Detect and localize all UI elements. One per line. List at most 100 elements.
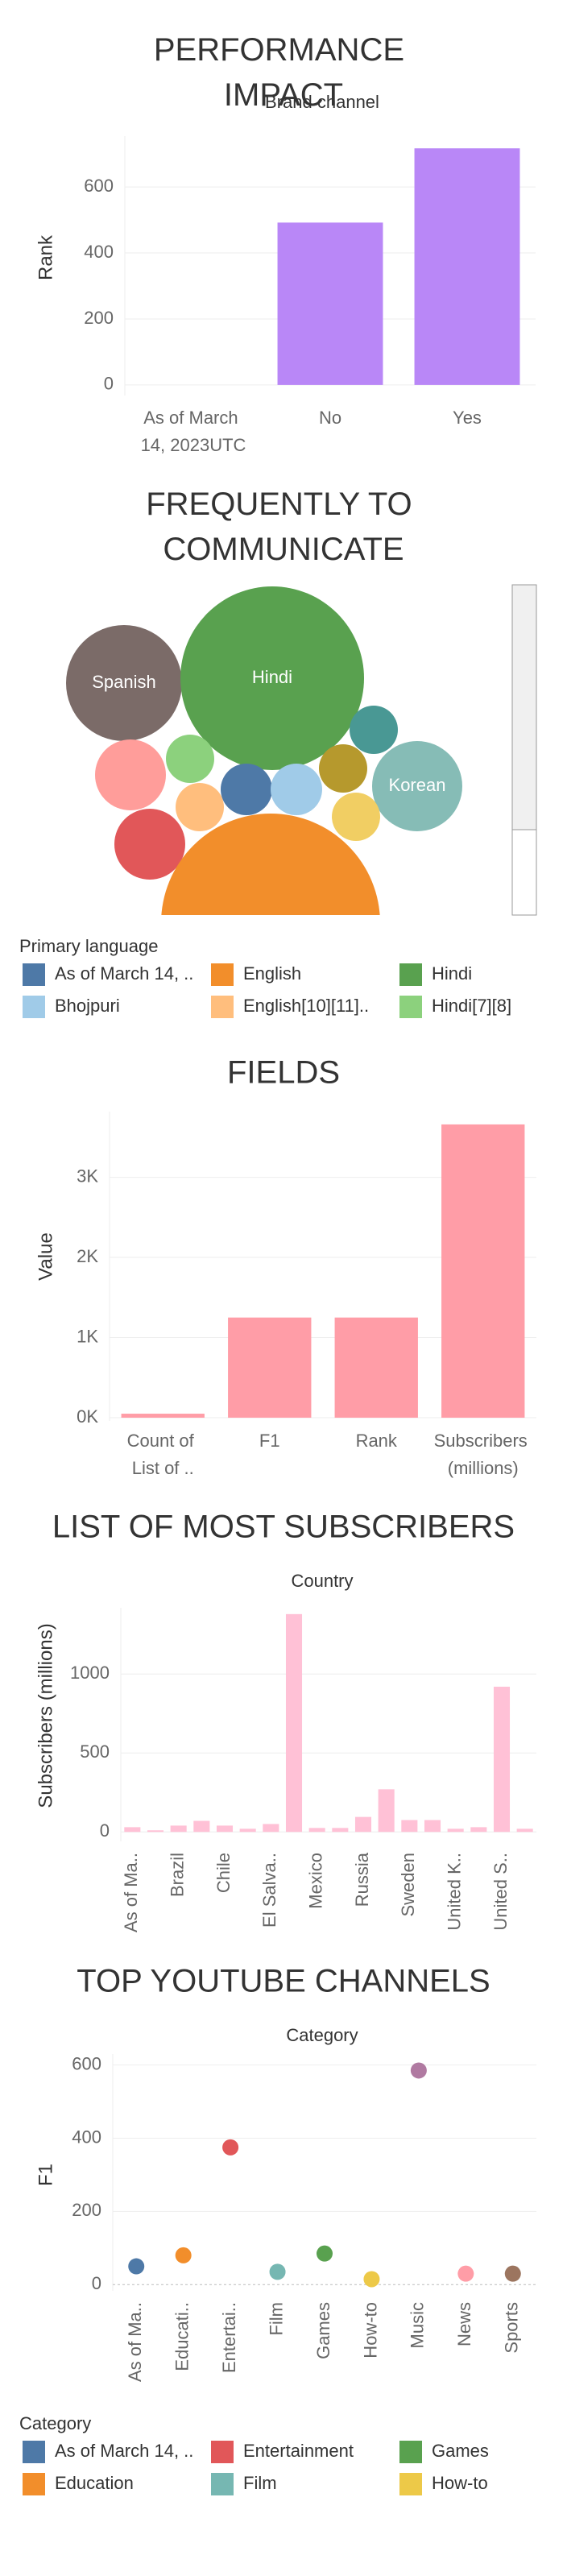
bar <box>170 1825 187 1833</box>
x-tick-label: Music <box>408 2302 428 2348</box>
x-tick-label: United K.. <box>444 1853 464 1931</box>
legend-label: As of March 14, .. <box>55 2441 193 2461</box>
bar <box>493 1686 511 1833</box>
bubble <box>114 809 185 880</box>
chart-subtitle: Brand channel <box>265 92 379 112</box>
bar <box>147 1830 164 1833</box>
bar <box>354 1816 372 1833</box>
legend-label: Hindi[7][8] <box>432 996 511 1016</box>
y-axis-label: Rank <box>35 234 56 280</box>
y-tick-label: 400 <box>84 242 114 262</box>
y-tick-label: 200 <box>84 308 114 328</box>
legend-swatch <box>23 996 45 1018</box>
y-tick-label: 600 <box>84 176 114 196</box>
bubble <box>271 764 322 815</box>
x-tick-label: News <box>454 2302 474 2346</box>
x-tick-label: Games <box>313 2302 333 2359</box>
legend-swatch <box>211 996 234 1018</box>
legend-label: How-to <box>432 2473 488 2493</box>
x-tick-label: Brazil <box>167 1853 187 1897</box>
legend-swatch <box>399 2473 422 2495</box>
chart-title: PERFORMANCE IMPACT <box>154 32 413 113</box>
legend-swatch <box>23 2473 45 2495</box>
bar <box>516 1828 533 1833</box>
x-tick-label: Mexico <box>305 1853 325 1909</box>
chart-title: FREQUENTLY TO COMMUNICATE <box>146 487 421 567</box>
bubble-label: Korean <box>389 775 446 795</box>
x-tick-label: Sweden <box>398 1853 418 1917</box>
bubble <box>176 783 224 831</box>
scroll-thumb[interactable] <box>511 829 537 916</box>
text-line: (millions) <box>448 1458 519 1478</box>
legend-label: As of March 14, .. <box>55 963 193 984</box>
legend-label: Hindi <box>432 963 472 984</box>
text-line: Subscribers <box>434 1431 532 1451</box>
y-tick-label: 500 <box>80 1741 110 1762</box>
y-tick-label: 0K <box>77 1406 98 1427</box>
y-tick-label: 2K <box>77 1246 98 1266</box>
legend-swatch <box>211 2441 234 2463</box>
y-tick-label: 200 <box>72 2200 101 2220</box>
legend-label: English <box>243 963 301 984</box>
dot <box>269 2263 286 2280</box>
y-tick-label: 1K <box>77 1326 98 1346</box>
y-tick-label: 3K <box>77 1166 98 1186</box>
x-tick-label: Yes <box>453 408 482 428</box>
legend-swatch <box>399 2441 422 2463</box>
x-tick-label: Entertai.. <box>219 2302 239 2373</box>
dot <box>410 2062 427 2079</box>
bar <box>401 1820 418 1833</box>
bubble <box>66 625 182 741</box>
text-line: As of March <box>143 408 242 428</box>
legend-label: Entertainment <box>243 2441 354 2461</box>
bubble <box>332 793 380 841</box>
x-tick-label: Russia <box>352 1852 372 1907</box>
x-tick-label: How-to <box>360 2302 380 2359</box>
y-tick-label: 400 <box>72 2127 101 2147</box>
dot <box>175 2247 192 2263</box>
x-tick-label: Count of List of .. <box>127 1431 199 1478</box>
dot <box>222 2139 239 2156</box>
x-tick-label: Film <box>266 2302 286 2336</box>
y-tick-label: 0 <box>92 2273 101 2293</box>
text-line: List of .. <box>132 1458 194 1478</box>
chart-title: LIST OF MOST SUBSCRIBERS <box>52 1510 515 1545</box>
y-axis-label: Subscribers (millions) <box>35 1623 56 1808</box>
legend-swatch <box>211 963 234 986</box>
x-tick-label: El Salva.. <box>259 1853 279 1928</box>
legend-label: Education <box>55 2473 134 2493</box>
legend-swatch <box>23 963 45 986</box>
bar <box>263 1824 279 1833</box>
bar <box>124 1827 141 1833</box>
x-tick-label: Subscribers (millions) <box>434 1431 532 1478</box>
bubble-label: Hindi <box>252 667 292 687</box>
x-tick-label: United S.. <box>490 1853 511 1931</box>
text-line: FREQUENTLY TO <box>146 487 421 522</box>
bar <box>424 1820 441 1833</box>
bar <box>121 1414 205 1418</box>
text-line: COMMUNICATE <box>163 532 404 567</box>
dot <box>363 2271 380 2288</box>
text-line: Count of <box>127 1431 199 1451</box>
bar <box>378 1789 395 1833</box>
legend-label: Bhojpuri <box>55 996 120 1016</box>
chart-title: TOP YOUTUBE CHANNELS <box>77 1964 490 1999</box>
x-tick-label: Chile <box>213 1853 234 1893</box>
dot <box>504 2265 521 2282</box>
dot <box>317 2245 333 2262</box>
bar <box>441 1124 525 1418</box>
legend-label: Games <box>432 2441 489 2461</box>
chart-subtitle: Country <box>291 1571 353 1591</box>
bubble <box>350 706 398 754</box>
x-tick-label: As of Ma.. <box>125 2302 145 2382</box>
bar <box>308 1828 325 1833</box>
bubble <box>95 739 166 810</box>
x-tick-label: Sports <box>502 2302 522 2354</box>
dot <box>128 2258 145 2275</box>
bar <box>447 1828 464 1833</box>
y-tick-label: 1000 <box>70 1663 110 1683</box>
x-tick-label: Educati.. <box>172 2302 192 2371</box>
bar <box>228 1317 312 1418</box>
bubble <box>319 744 367 793</box>
